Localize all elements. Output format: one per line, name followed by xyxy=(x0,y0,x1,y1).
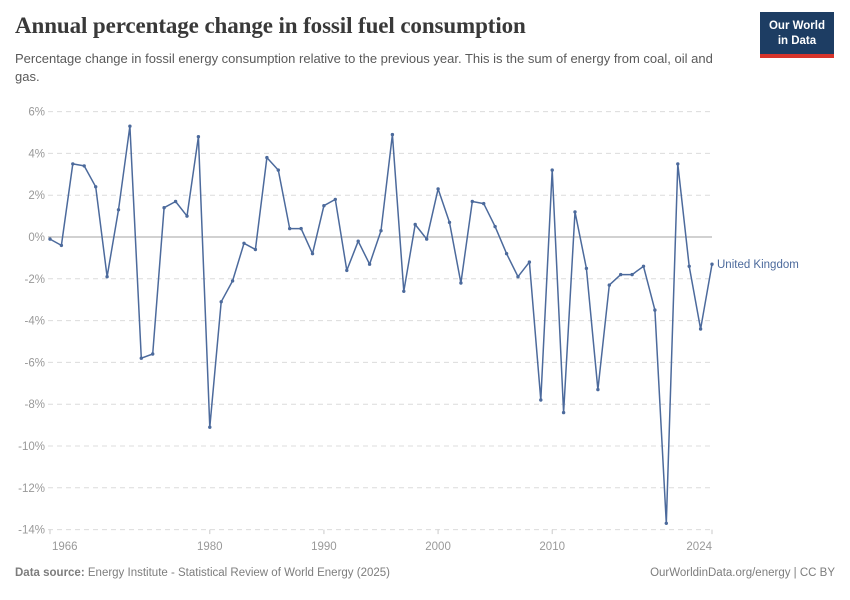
data-point[interactable] xyxy=(151,352,155,356)
y-axis-label: 4% xyxy=(28,148,45,160)
data-point[interactable] xyxy=(219,300,223,304)
data-point[interactable] xyxy=(539,398,543,402)
data-point[interactable] xyxy=(356,239,360,243)
data-point[interactable] xyxy=(482,201,486,206)
data-point[interactable] xyxy=(173,199,178,204)
y-axis-label: 2% xyxy=(28,190,45,202)
data-point[interactable] xyxy=(550,168,554,172)
logo-line-2: in Data xyxy=(777,34,817,47)
series-end-label[interactable]: United Kingdom xyxy=(717,259,799,271)
data-point[interactable] xyxy=(630,272,634,277)
data-point[interactable] xyxy=(333,197,337,202)
page-title: Annual percentage change in fossil fuel … xyxy=(15,13,526,38)
x-axis-label: 2010 xyxy=(539,541,565,553)
y-axis-label: -12% xyxy=(18,483,45,495)
data-point[interactable] xyxy=(265,155,269,160)
data-point[interactable] xyxy=(128,124,132,128)
y-axis-label: 0% xyxy=(28,232,45,244)
data-point[interactable] xyxy=(162,206,166,210)
data-point[interactable] xyxy=(253,247,258,252)
logo-line-1: Our World xyxy=(768,20,825,32)
data-point[interactable] xyxy=(116,208,121,212)
chart-subtitle: Percentage change in fossil energy consu… xyxy=(15,51,713,85)
data-point[interactable] xyxy=(573,210,577,214)
data-point[interactable] xyxy=(310,252,315,256)
y-axis-label: -4% xyxy=(25,316,45,328)
data-point[interactable] xyxy=(561,410,566,415)
data-point[interactable] xyxy=(493,224,497,229)
y-axis-label: -14% xyxy=(18,525,45,537)
data-point[interactable] xyxy=(698,327,703,331)
data-point[interactable] xyxy=(71,162,75,166)
data-point[interactable] xyxy=(242,241,246,245)
data-point[interactable] xyxy=(379,229,383,233)
data-point[interactable] xyxy=(641,264,646,268)
data-point[interactable] xyxy=(276,168,280,172)
data-point[interactable] xyxy=(619,272,623,277)
x-axis-label: 2024 xyxy=(686,541,712,553)
data-point[interactable] xyxy=(504,252,509,256)
data-point[interactable] xyxy=(527,260,532,264)
data-point[interactable] xyxy=(230,279,235,283)
data-point[interactable] xyxy=(676,162,680,166)
data-point[interactable] xyxy=(470,199,474,204)
data-point[interactable] xyxy=(367,262,372,266)
data-point[interactable] xyxy=(402,289,406,293)
data-source-text: Data source: Energy Institute - Statisti… xyxy=(15,567,390,579)
data-point[interactable] xyxy=(94,185,98,189)
data-source-label: Data source: xyxy=(15,567,85,579)
line-series[interactable] xyxy=(49,125,713,525)
data-point[interactable] xyxy=(345,268,349,273)
x-axis-label: 1980 xyxy=(197,541,223,553)
data-point[interactable] xyxy=(82,164,86,168)
data-point[interactable] xyxy=(196,135,201,139)
data-point[interactable] xyxy=(425,237,429,241)
data-point[interactable] xyxy=(48,237,52,241)
data-point[interactable] xyxy=(653,308,657,312)
data-point[interactable] xyxy=(139,356,143,360)
data-point[interactable] xyxy=(59,243,64,248)
data-point[interactable] xyxy=(516,275,520,279)
data-point[interactable] xyxy=(288,226,292,231)
x-axis-label: 1990 xyxy=(311,541,337,553)
data-point[interactable] xyxy=(436,187,440,191)
data-point[interactable] xyxy=(607,283,611,287)
y-axis-label: -6% xyxy=(25,357,45,369)
data-point[interactable] xyxy=(447,220,452,225)
data-point[interactable] xyxy=(299,226,303,231)
data-point[interactable] xyxy=(413,222,417,227)
data-point[interactable] xyxy=(459,281,463,285)
x-axis-label: 1966 xyxy=(52,541,78,553)
data-source-value: Energy Institute - Statistical Review of… xyxy=(87,567,390,579)
x-axis-label: 2000 xyxy=(425,541,451,553)
data-point[interactable] xyxy=(687,264,691,268)
y-axis-label: -10% xyxy=(18,441,45,453)
data-point[interactable] xyxy=(322,204,326,208)
data-point[interactable] xyxy=(390,132,395,137)
chart-footer: Data source: Energy Institute - Statisti… xyxy=(15,567,835,579)
data-point[interactable] xyxy=(584,266,589,271)
y-axis-label: -2% xyxy=(25,274,45,286)
data-point[interactable] xyxy=(596,387,600,392)
data-point[interactable] xyxy=(208,425,212,429)
owid-link[interactable]: OurWorldinData.org/energy | CC BY xyxy=(650,567,835,579)
data-point[interactable] xyxy=(185,214,189,218)
data-point[interactable] xyxy=(710,262,714,266)
y-axis-label: -8% xyxy=(25,399,45,411)
data-point[interactable] xyxy=(664,521,668,525)
data-point[interactable] xyxy=(105,275,109,279)
owid-logo[interactable]: Our World in Data xyxy=(759,12,834,58)
y-axis-label: 6% xyxy=(28,107,45,119)
